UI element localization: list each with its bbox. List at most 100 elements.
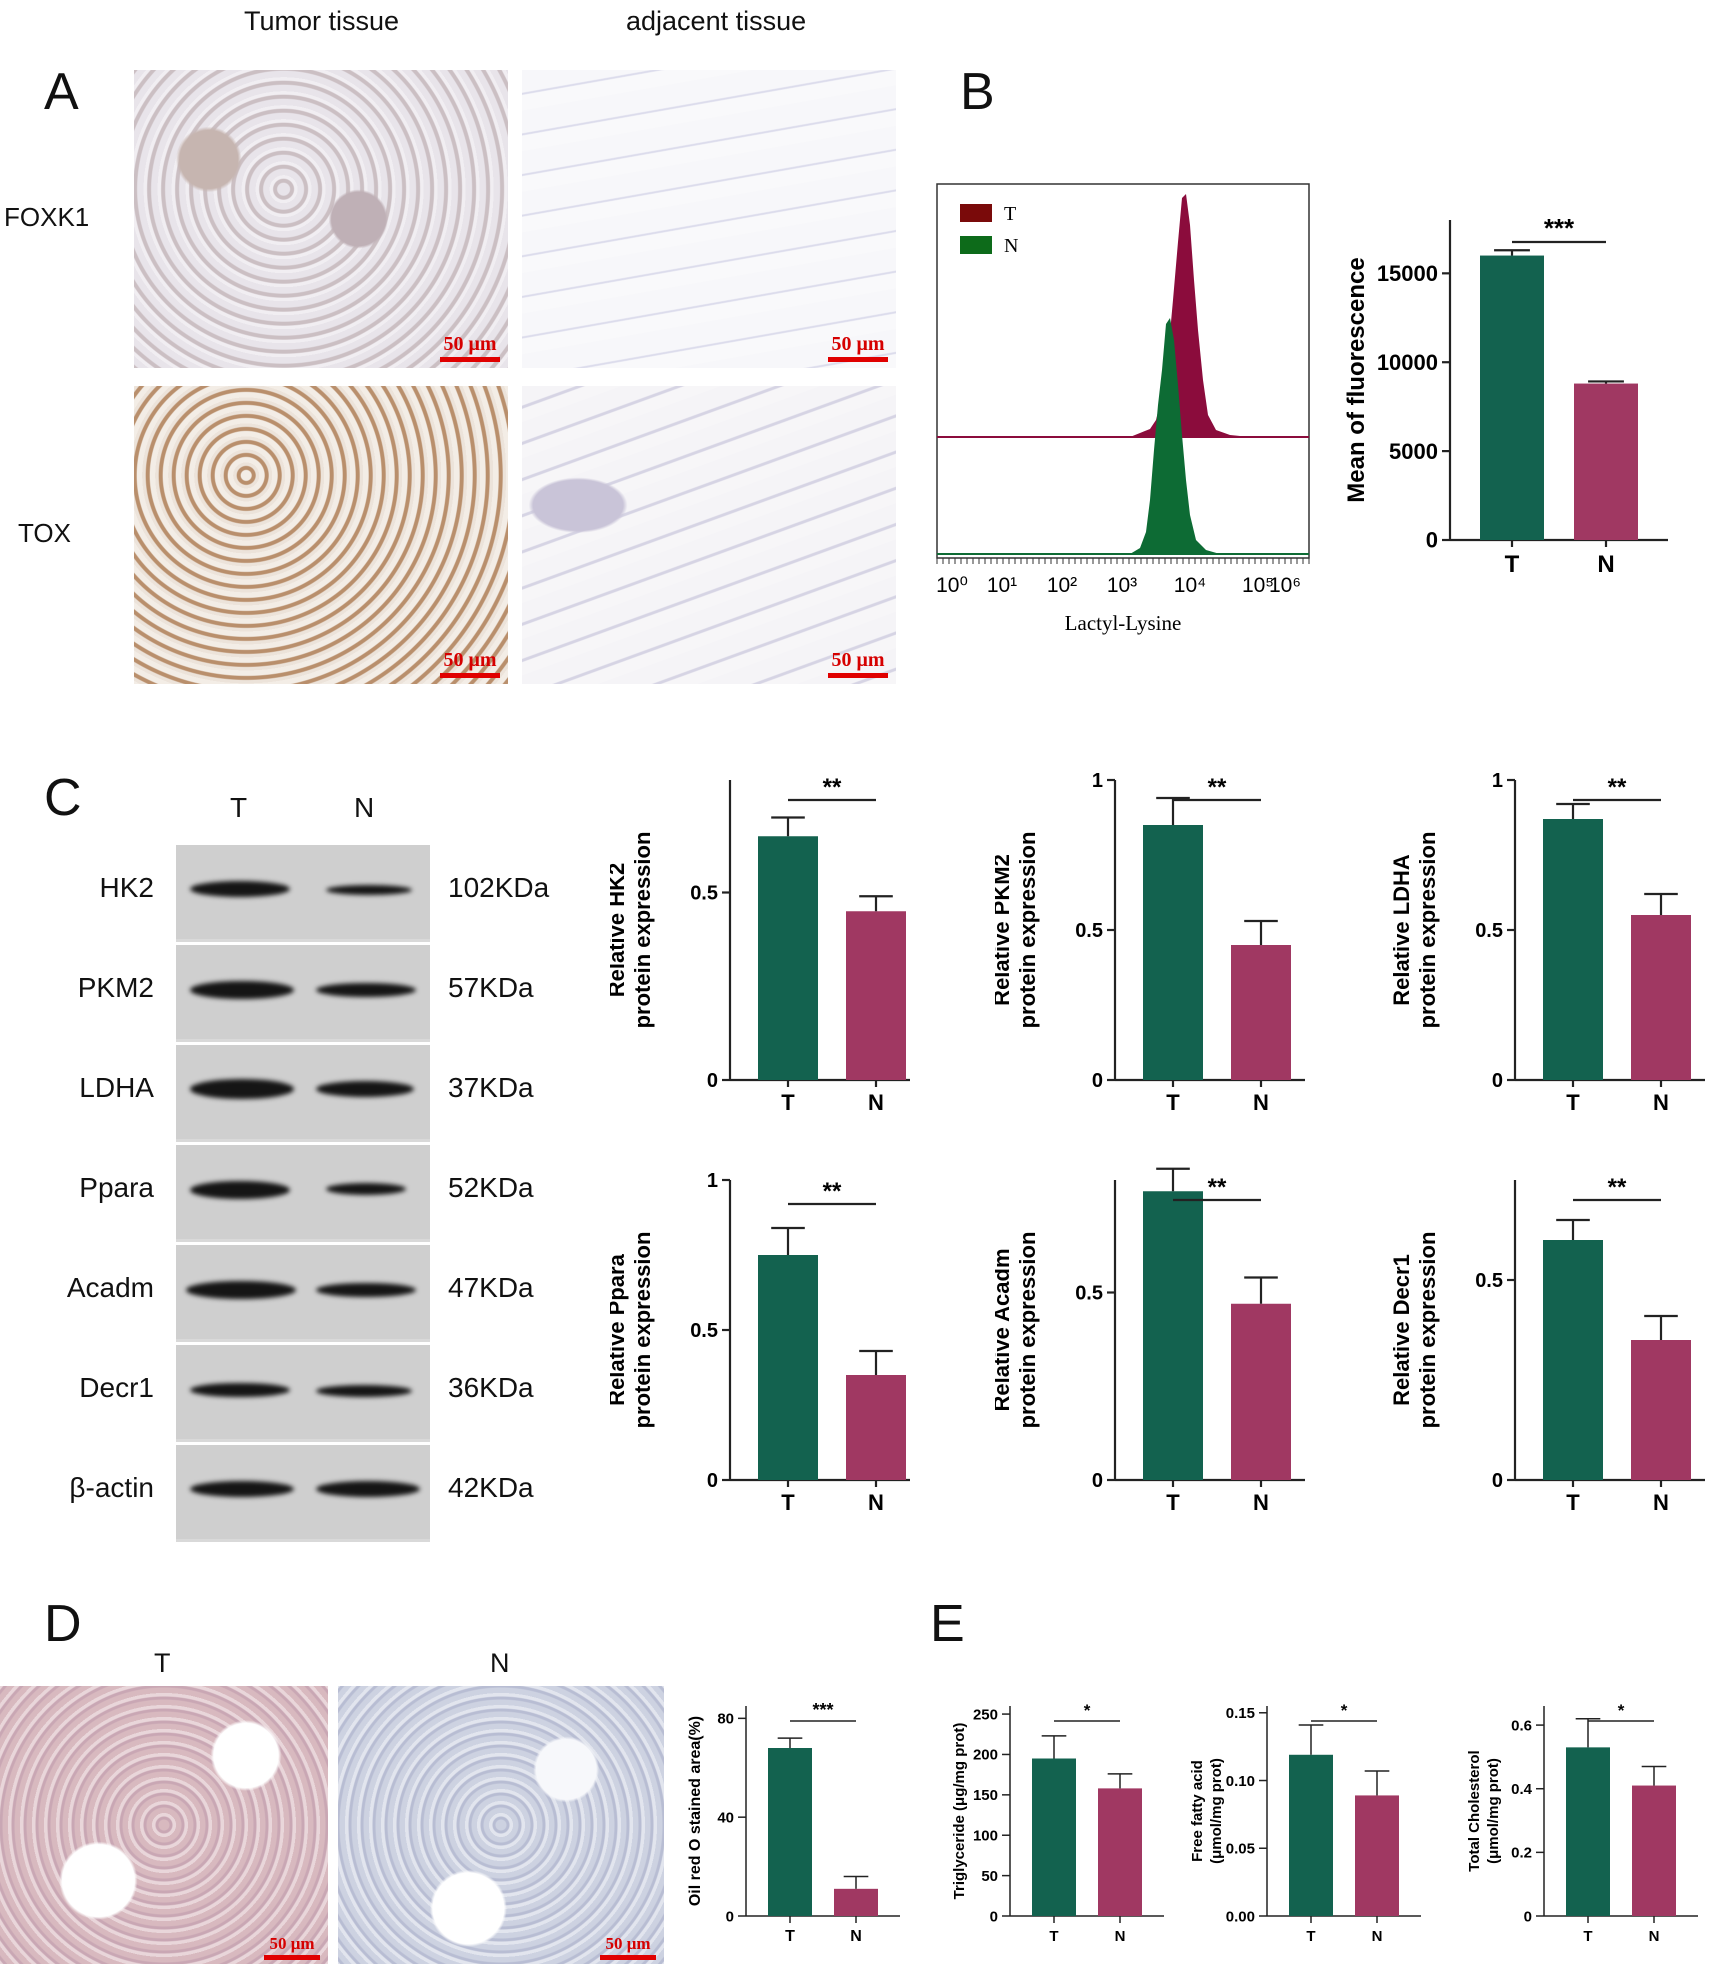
y-tick-label: 0: [1092, 1470, 1103, 1492]
bar-n: [1231, 1303, 1291, 1480]
significance-marker: **: [823, 774, 842, 801]
row-label-tox: TOX: [18, 518, 71, 548]
x-tick-label: T: [785, 1928, 795, 1945]
x-tick-label: T: [1583, 1928, 1592, 1945]
band-adjacent: [316, 1081, 414, 1097]
lane-label-t: T: [230, 792, 248, 823]
band-adjacent: [326, 1183, 406, 1195]
scale-bar: 50 μm: [828, 333, 888, 362]
band-tumor: [190, 1383, 290, 1397]
y-tick-label: 0: [1492, 1070, 1503, 1092]
y-tick-label: 150: [973, 1787, 998, 1804]
blot-row: [176, 1242, 430, 1339]
legend-swatch-t: [960, 204, 992, 222]
y-axis-label: protein expression: [630, 832, 655, 1029]
x-tick-label: N: [1649, 1928, 1660, 1945]
y-tick-label: 0.5: [1475, 920, 1503, 942]
band-tumor: [190, 1181, 290, 1199]
chart-e-total-cholesterol: 0 0.2 0.4 0.6 T N * Total Cholesterol (μmol/mg p…: [1466, 1701, 1698, 1945]
blot-row: [176, 1042, 430, 1139]
molecular-weight-label: 42KDa: [448, 1472, 534, 1503]
micrograph-tox-adjacent: 50 μm: [522, 386, 896, 684]
bar-n: [1355, 1795, 1399, 1916]
significance-marker: **: [1208, 774, 1227, 801]
x-tick-label: T: [1566, 1090, 1580, 1115]
bar-n: [846, 1375, 906, 1480]
x-axis-label: Lactyl-Lysine: [1065, 611, 1182, 635]
bar-t: [1543, 819, 1603, 1080]
y-tick-label: 0.5: [1075, 1283, 1103, 1305]
protein-label: Acadm: [66, 1272, 154, 1303]
band-adjacent: [316, 1481, 420, 1497]
chart-e-free-fatty-acid: 0.00 0.05 0.10 0.15 T N * Free fatty acid (μmol/…: [1189, 1701, 1421, 1945]
scale-bar: 50 μm: [600, 1934, 656, 1960]
y-axis-label: Triglyceride (μg/mg prot): [951, 1723, 968, 1900]
x-tick-label: 10⁵: [1242, 574, 1274, 597]
y-axis-label: Relative Ppara: [610, 1253, 629, 1405]
bar-n: [846, 911, 906, 1080]
x-tick-label: T: [1566, 1490, 1580, 1515]
y-tick-label: 1: [707, 1170, 718, 1192]
panel-label-d: D: [44, 1595, 82, 1653]
significance-marker: ***: [1544, 213, 1575, 243]
chart-b-mean-fluorescence: 0 5000 10000 15000 T N *** Mean of fluorescence: [1343, 213, 1668, 578]
y-axis-label: protein expression: [1415, 832, 1440, 1029]
y-axis-label: Relative Acadm: [995, 1248, 1014, 1411]
x-tick-label: N: [1115, 1928, 1126, 1945]
bar-n: [1631, 915, 1691, 1080]
chart-c-pkm2: 0 0.5 1 T N ** Relative PKM2 protein expression: [995, 770, 1305, 1115]
y-tick-label: 0.4: [1511, 1781, 1533, 1798]
oil-red-o-image-tumor: 50 μm: [0, 1686, 328, 1964]
micrograph-tox-tumor: 50 μm: [134, 386, 508, 684]
x-tick-label: N: [1372, 1928, 1383, 1945]
chart-c-ldha: 0 0.5 1 T N ** Relative LDHA protein expression: [1389, 770, 1705, 1115]
protein-label: PKM2: [77, 972, 154, 1003]
protein-label: HK2: [99, 872, 154, 903]
x-tick-label: T: [1166, 1490, 1180, 1515]
bar-t: [758, 836, 818, 1080]
significance-marker: *: [1341, 1701, 1348, 1720]
band-adjacent: [326, 885, 412, 895]
x-tick-label: T: [1306, 1928, 1315, 1945]
y-tick-label: 1: [1092, 770, 1103, 792]
y-axis-label: protein expression: [1015, 832, 1040, 1029]
panel-label-b: B: [960, 63, 995, 121]
y-tick-label: 0: [726, 1908, 734, 1925]
x-tick-label: N: [868, 1490, 884, 1515]
significance-marker: **: [1608, 1174, 1627, 1201]
x-tick-label: T: [1049, 1928, 1058, 1945]
y-tick-label: 0: [1524, 1908, 1532, 1925]
molecular-weight-label: 37KDa: [448, 1072, 534, 1103]
band-tumor: [190, 1481, 294, 1497]
y-tick-label: 0: [990, 1908, 998, 1925]
bar-t: [1143, 825, 1203, 1080]
image-label-t: T: [154, 1648, 171, 1678]
panel-label-c: C: [44, 769, 82, 827]
y-axis-label: protein expression: [630, 1232, 655, 1429]
significance-marker: **: [1208, 1174, 1227, 1201]
x-tick-label: T: [1166, 1090, 1180, 1115]
x-tick-label: 10⁴: [1174, 574, 1206, 597]
x-tick-label: N: [868, 1090, 884, 1115]
protein-label: Decr1: [79, 1372, 154, 1403]
chart-c-ppara: 0 0.5 1 T N ** Relative Ppara protein expressio…: [610, 1170, 910, 1515]
band-tumor: [186, 1281, 296, 1299]
y-axis-label: Relative PKM2: [995, 854, 1014, 1006]
y-axis-label: (μmol/mg prot): [1208, 1758, 1225, 1864]
y-tick-label: 200: [973, 1747, 998, 1764]
bar-n: [1098, 1788, 1142, 1916]
chart-c-hk2: 0 0.5 T N ** Relative HK2 protein expression: [610, 774, 910, 1115]
y-tick-label: 0.00: [1226, 1908, 1255, 1925]
band-tumor: [190, 1079, 294, 1099]
bar-n: [834, 1888, 878, 1916]
x-tick-label: T: [1505, 551, 1520, 578]
y-tick-label: 0.5: [690, 883, 718, 905]
y-tick-label: 250: [973, 1706, 998, 1723]
y-tick-label: 0.6: [1511, 1717, 1532, 1734]
scale-bar: 50 μm: [440, 649, 500, 678]
x-tick-label: 10⁶: [1269, 574, 1301, 597]
y-axis-label: protein expression: [1415, 1232, 1440, 1429]
col-header-tumor: Tumor tissue: [244, 6, 400, 36]
legend-label-t: T: [1004, 203, 1016, 225]
